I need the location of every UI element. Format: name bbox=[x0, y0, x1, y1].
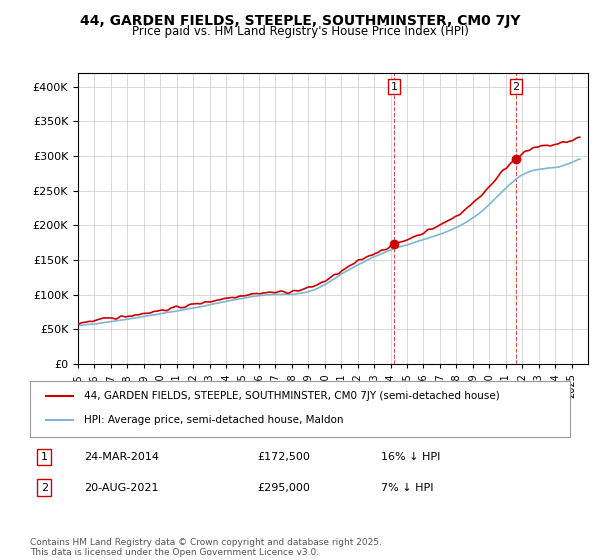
Text: 1: 1 bbox=[391, 82, 398, 91]
Text: HPI: Average price, semi-detached house, Maldon: HPI: Average price, semi-detached house,… bbox=[84, 415, 343, 425]
Text: 16% ↓ HPI: 16% ↓ HPI bbox=[381, 452, 440, 462]
Text: 44, GARDEN FIELDS, STEEPLE, SOUTHMINSTER, CM0 7JY (semi-detached house): 44, GARDEN FIELDS, STEEPLE, SOUTHMINSTER… bbox=[84, 391, 500, 402]
Text: 20-AUG-2021: 20-AUG-2021 bbox=[84, 483, 158, 493]
Text: 2: 2 bbox=[41, 483, 48, 493]
Text: Contains HM Land Registry data © Crown copyright and database right 2025.
This d: Contains HM Land Registry data © Crown c… bbox=[30, 538, 382, 557]
Text: 24-MAR-2014: 24-MAR-2014 bbox=[84, 452, 159, 462]
Text: £172,500: £172,500 bbox=[257, 452, 310, 462]
Text: 2: 2 bbox=[512, 82, 520, 91]
Text: 44, GARDEN FIELDS, STEEPLE, SOUTHMINSTER, CM0 7JY: 44, GARDEN FIELDS, STEEPLE, SOUTHMINSTER… bbox=[80, 14, 520, 28]
Text: £295,000: £295,000 bbox=[257, 483, 310, 493]
Text: Price paid vs. HM Land Registry's House Price Index (HPI): Price paid vs. HM Land Registry's House … bbox=[131, 25, 469, 38]
Text: 1: 1 bbox=[41, 452, 48, 462]
Text: 7% ↓ HPI: 7% ↓ HPI bbox=[381, 483, 433, 493]
